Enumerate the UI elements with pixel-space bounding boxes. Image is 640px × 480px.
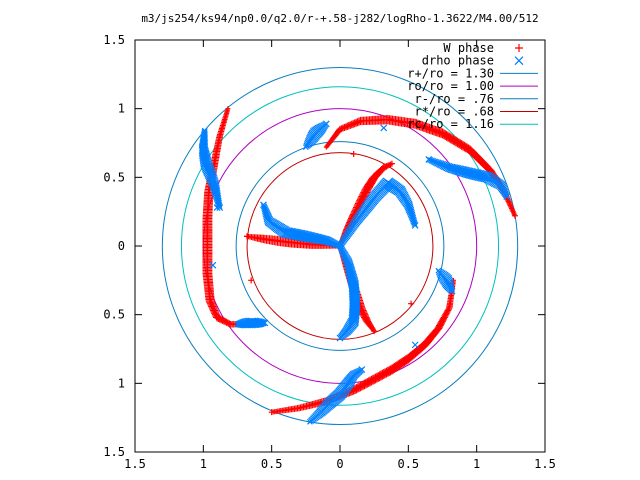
data-point	[268, 409, 275, 416]
data-point	[411, 221, 419, 229]
data-point	[371, 328, 378, 335]
series-curve	[302, 120, 330, 151]
legend-label: r-/ro = .76	[415, 92, 494, 106]
data-point	[503, 193, 511, 200]
legend-entry: W phase	[443, 41, 523, 55]
y-tick-label: 1	[118, 102, 125, 116]
data-point	[336, 334, 344, 342]
legend-entry: r-/ro = .76	[415, 92, 538, 106]
data-point	[411, 220, 418, 227]
legend-label: r*/ro = .68	[415, 105, 494, 119]
series-w-phase	[202, 106, 518, 416]
x-tick-label: 0.5	[397, 457, 419, 471]
data-point	[448, 287, 456, 295]
data-point	[264, 215, 273, 225]
x-tick-label: 0.5	[261, 457, 283, 471]
legend-swatch	[514, 56, 524, 66]
series-curve	[260, 201, 343, 249]
circle-r*	[246, 152, 434, 340]
data-point	[260, 201, 267, 209]
x-tick-label: 0	[336, 457, 343, 471]
legend-label: W phase	[443, 41, 494, 55]
data-point	[260, 203, 268, 210]
series-curve	[307, 366, 366, 425]
legend-entry: rc/ro = 1.16	[407, 117, 538, 131]
data-point	[261, 319, 269, 327]
data-point-isolated	[350, 150, 357, 157]
data-point	[200, 155, 211, 166]
data-point	[258, 319, 266, 327]
series-curve	[336, 243, 361, 342]
x-tick-label: 1.5	[124, 457, 146, 471]
x-tick-label: 1	[473, 457, 480, 471]
data-point	[263, 214, 273, 223]
x-axis: 1.5 1 0.5 0 0.5 1 1.5	[124, 40, 556, 471]
data-point-isolated	[425, 156, 433, 163]
data-point	[282, 227, 294, 239]
series-curve	[425, 156, 511, 200]
data-point	[225, 320, 233, 327]
data-point	[216, 204, 224, 211]
y-tick-label: 0.5	[103, 170, 125, 184]
legend-label: drho phase	[422, 54, 494, 68]
circle-r+	[161, 66, 519, 426]
series-curve	[323, 114, 518, 219]
chart-title: m3/js254/ks94/np0.0/q2.0/r-+.58-j282/log…	[141, 12, 538, 25]
legend-swatch	[515, 44, 523, 52]
data-point	[212, 189, 221, 198]
y-axis: 1.5 1 0.5 0 0.5 1 1.5	[103, 33, 545, 459]
data-point	[404, 200, 413, 209]
data-point-isolated	[213, 204, 221, 211]
data-point-isolated	[244, 233, 251, 240]
data-point	[384, 162, 391, 169]
legend-label: r+/ro = 1.30	[407, 66, 494, 80]
legend-entry: r+/ro = 1.30	[407, 66, 538, 80]
series-curve	[198, 127, 224, 211]
data-point-isolated	[209, 261, 217, 269]
data-point-isolated	[408, 300, 415, 307]
data-point	[358, 366, 366, 374]
data-point	[442, 162, 451, 171]
data-point	[477, 170, 489, 182]
series-curve	[234, 317, 269, 329]
y-tick-label: 0.5	[103, 308, 125, 322]
circle-rc	[180, 86, 500, 406]
data-point	[405, 203, 414, 212]
data-point	[386, 364, 397, 375]
data-point-isolated	[248, 277, 255, 284]
series-curve	[337, 177, 419, 249]
data-point-isolated	[380, 124, 388, 132]
y-tick-label: 1.5	[103, 33, 125, 47]
data-point	[259, 319, 267, 327]
data-point-isolated	[411, 341, 419, 349]
data-point	[252, 318, 263, 328]
legend-label: rc/ro = 1.16	[407, 117, 494, 131]
data-point	[511, 212, 518, 219]
legend-entry: drho phase	[422, 54, 524, 68]
y-tick-label: 1	[118, 376, 125, 390]
legend-entry: r*/ro = .68	[415, 105, 538, 119]
data-series	[198, 106, 518, 425]
x-tick-label: 1.5	[534, 457, 556, 471]
data-point	[199, 153, 211, 165]
x-tick-label: 1	[200, 457, 207, 471]
y-tick-label: 1.5	[103, 445, 125, 459]
legend-label: ro/ro = 1.00	[407, 79, 494, 93]
legend-entry: ro/ro = 1.00	[407, 79, 538, 93]
data-point	[388, 160, 395, 167]
data-point	[254, 318, 264, 328]
series-curve	[435, 267, 456, 295]
data-point	[388, 363, 399, 374]
data-point	[322, 120, 330, 128]
circle-r-	[235, 141, 445, 351]
y-tick-label: 0	[118, 239, 125, 253]
data-point	[348, 313, 360, 324]
series-drho-phase	[198, 120, 511, 425]
data-point	[404, 202, 413, 211]
